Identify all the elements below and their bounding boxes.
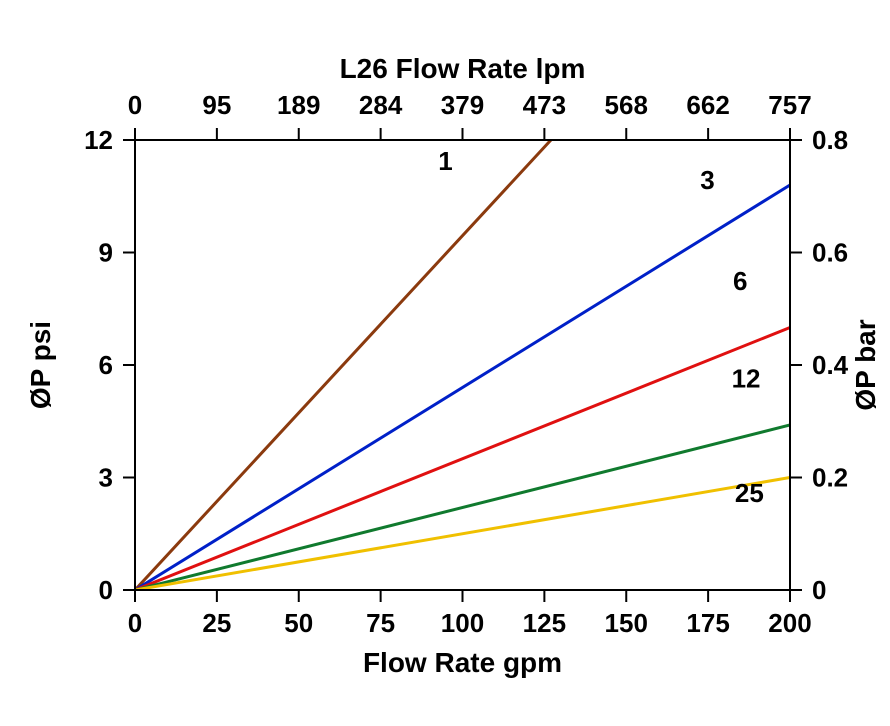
xb-tick-label: 0 xyxy=(128,608,142,638)
series-label-6: 6 xyxy=(733,266,747,296)
xb-tick-label: 100 xyxy=(441,608,484,638)
x-top-title: L26 Flow Rate lpm xyxy=(340,53,586,84)
series-label-1: 1 xyxy=(438,146,452,176)
xb-tick-label: 75 xyxy=(366,608,395,638)
yr-tick-label: 0.6 xyxy=(812,238,848,268)
xt-tick-label: 473 xyxy=(523,90,566,120)
xb-tick-label: 150 xyxy=(605,608,648,638)
line-chart: 0255075100125150175200Flow Rate gpm09518… xyxy=(0,0,890,726)
y-right-title: ØP bar xyxy=(850,319,881,410)
yl-tick-label: 12 xyxy=(84,125,113,155)
xt-tick-label: 95 xyxy=(202,90,231,120)
yl-tick-label: 0 xyxy=(99,575,113,605)
yr-tick-label: 0.4 xyxy=(812,350,849,380)
xb-tick-label: 125 xyxy=(523,608,566,638)
xt-tick-label: 284 xyxy=(359,90,403,120)
series-label-25: 25 xyxy=(735,478,764,508)
yl-tick-label: 3 xyxy=(99,463,113,493)
xb-tick-label: 25 xyxy=(202,608,231,638)
xt-tick-label: 757 xyxy=(768,90,811,120)
yr-tick-label: 0.2 xyxy=(812,463,848,493)
xt-tick-label: 189 xyxy=(277,90,320,120)
x-bottom-title: Flow Rate gpm xyxy=(363,647,562,678)
chart-container: 0255075100125150175200Flow Rate gpm09518… xyxy=(0,0,890,726)
series-label-3: 3 xyxy=(700,165,714,195)
xb-tick-label: 200 xyxy=(768,608,811,638)
yl-tick-label: 6 xyxy=(99,350,113,380)
yr-tick-label: 0.8 xyxy=(812,125,848,155)
series-label-12: 12 xyxy=(732,364,761,394)
xt-tick-label: 379 xyxy=(441,90,484,120)
yl-tick-label: 9 xyxy=(99,238,113,268)
xt-tick-label: 568 xyxy=(605,90,648,120)
y-left-title: ØP psi xyxy=(25,321,56,409)
xt-tick-label: 0 xyxy=(128,90,142,120)
xb-tick-label: 175 xyxy=(686,608,729,638)
xt-tick-label: 662 xyxy=(686,90,729,120)
yr-tick-label: 0 xyxy=(812,575,826,605)
xb-tick-label: 50 xyxy=(284,608,313,638)
